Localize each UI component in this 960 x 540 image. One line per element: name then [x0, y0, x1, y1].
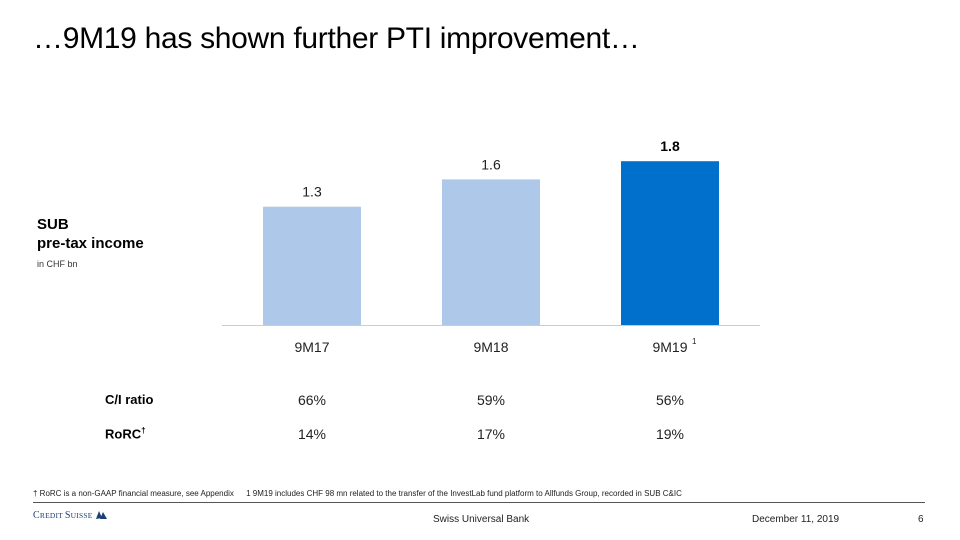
category-label-9m18: 9M18 — [473, 339, 508, 355]
footnote-1: 1 9M19 includes CHF 98 mn related to the… — [246, 489, 682, 498]
metric-label-ci-ratio: C/I ratio — [105, 392, 153, 407]
data-label-9m17: 1.3 — [302, 184, 322, 200]
bar-9m18 — [442, 179, 540, 325]
ci-ratio-9m17: 66% — [297, 392, 327, 408]
rorc-9m18: 17% — [476, 426, 506, 442]
credit-suisse-logo: CREDIT SUISSE — [33, 510, 108, 521]
data-label-9m19: 1.8 — [660, 138, 680, 154]
bar-chart: 1.3 9M17 1.6 9M18 1.8 9M19 1 — [222, 138, 760, 355]
logo-letters: REDIT — [39, 511, 65, 520]
logo-letter: S — [64, 510, 71, 521]
footnotes: † RoRC is a non-GAAP financial measure, … — [33, 489, 692, 498]
ci-ratio-9m18: 59% — [476, 392, 506, 408]
chart-title-line-1: SUB — [37, 216, 69, 233]
data-label-9m18: 1.6 — [481, 156, 501, 172]
sails-icon — [95, 511, 107, 519]
footer-division: Swiss Universal Bank — [433, 514, 530, 525]
slide-title: …9M19 has shown further PTI improvement… — [33, 22, 640, 55]
category-label-9m17: 9M17 — [294, 339, 329, 355]
category-label-9m19: 9M19 — [652, 339, 687, 355]
logo-letters: UISSE — [70, 511, 93, 520]
page-number: 6 — [918, 514, 924, 525]
bar-9m19 — [621, 161, 719, 325]
metric-label-text: C/I ratio — [105, 392, 154, 407]
rorc-9m19: 19% — [655, 426, 685, 442]
footnote-rorc: † RoRC is a non-GAAP financial measure, … — [33, 489, 234, 498]
chart-unit-label: in CHF bn — [37, 259, 78, 269]
footnote-marker: 1 — [692, 337, 697, 346]
footer-divider — [33, 502, 925, 503]
bar-9m17 — [263, 206, 361, 325]
rorc-9m17: 14% — [297, 426, 327, 442]
metric-label-text: RoRC — [105, 426, 142, 442]
footer-date: December 11, 2019 — [752, 514, 840, 525]
chart-title-line-2: pre-tax income — [37, 235, 144, 252]
logo-letter: C — [33, 510, 40, 521]
ci-ratio-9m19: 56% — [655, 392, 685, 408]
metric-label-rorc: RoRC† — [105, 426, 146, 441]
dagger-marker: † — [141, 426, 146, 435]
